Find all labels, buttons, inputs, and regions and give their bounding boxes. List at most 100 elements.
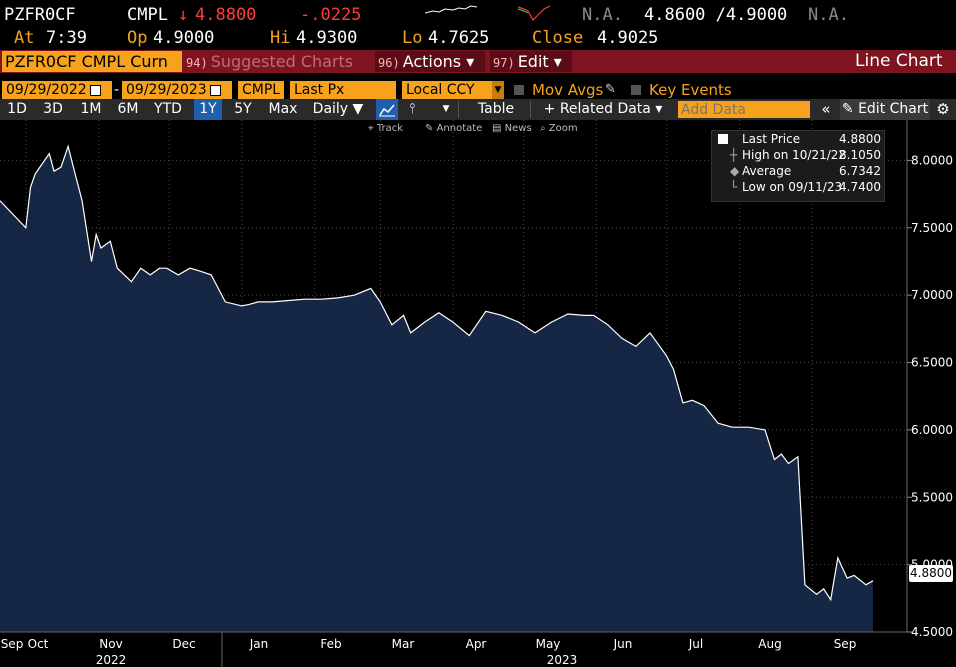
range-6m-button[interactable]: 6M (117, 101, 139, 117)
x-tick-label: Sep (834, 637, 857, 651)
range-3d-button[interactable]: 3D (43, 101, 63, 117)
end-date-field[interactable]: 09/29/2023 (122, 81, 232, 99)
actions-menu[interactable]: 96) Actions ▾ (375, 51, 485, 72)
start-date-field[interactable]: 09/29/2022 (2, 81, 112, 99)
key-events-label[interactable]: Key Events (649, 81, 732, 99)
toolbar-divider (458, 101, 459, 118)
open-label: Op (127, 28, 148, 48)
zoom-tool[interactable]: ⌕ Zoom (540, 122, 578, 136)
edit-chart-button[interactable]: ✎ Edit Chart (840, 99, 930, 120)
year-label: 2023 (547, 653, 578, 667)
chart-legend: Last Price 4.8800 ┼ High on 10/21/22 8.1… (711, 130, 885, 202)
legend-average-label: Average (742, 164, 792, 178)
track-tool[interactable]: ⌖ Track (368, 122, 403, 136)
net-change-value: -.0225 (300, 5, 362, 25)
candlestick-icon[interactable]: ⫯ (408, 101, 416, 117)
currency-text: Local CCY (406, 82, 475, 98)
last-price-tag: 4.8800 (909, 565, 953, 582)
collapse-icon[interactable]: « (821, 100, 831, 118)
y-tick-label: 7.5000 (911, 221, 953, 235)
bid-na: N.A. (582, 5, 623, 25)
high-label: Hi (270, 28, 291, 48)
legend-low-label: Low on 09/11/23 (742, 180, 843, 194)
chevron-down-icon[interactable]: ▼ (442, 104, 450, 114)
x-tick-label: Apr (466, 637, 487, 651)
news-tool[interactable]: ▤ News (492, 122, 532, 136)
gear-icon[interactable]: ⚙ (936, 100, 950, 118)
zoom-icon: ⌕ (540, 123, 546, 134)
x-tick-label: Jul (688, 637, 703, 651)
sparkline-icon (425, 5, 477, 14)
ticker-label: PZFR0CF (4, 5, 76, 25)
x-tick-label: Sep (1, 637, 24, 651)
add-data-input[interactable] (678, 101, 810, 118)
table-button[interactable]: Table (477, 101, 515, 117)
source-label: CMPL (127, 5, 168, 25)
toolbar-divider (530, 101, 531, 118)
suggested-charts-menu[interactable]: 94) Suggested Charts (186, 51, 370, 72)
legend-average-value: 6.7342 (839, 164, 881, 178)
range-max-button[interactable]: Max (268, 101, 298, 117)
line-chart-icon[interactable] (376, 99, 398, 120)
end-date-text: 09/29/2023 (126, 82, 207, 98)
price-field-select[interactable]: Last Px (290, 81, 396, 99)
close-label: Close (532, 28, 584, 48)
chevron-down-icon[interactable]: ▼ (492, 81, 504, 99)
legend-swatch-last (718, 134, 728, 144)
suggested-charts-label: Suggested Charts (210, 52, 354, 71)
source-field[interactable]: CMPL (238, 81, 284, 99)
close-value: 4.9025 (597, 28, 659, 48)
y-tick-label: 7.0000 (911, 288, 953, 302)
mov-avgs-checkbox[interactable] (514, 85, 524, 95)
annotate-tool[interactable]: ✎ Annotate (425, 122, 482, 136)
year-labels: 2022 2023 (96, 653, 578, 667)
x-tick-label: Jun (613, 637, 633, 651)
y-tick-label: 4.5000 (911, 625, 953, 639)
legend-high-value: 8.1050 (839, 148, 881, 162)
price-field-text: Last Px (294, 82, 345, 98)
high-value: 4.9300 (296, 28, 358, 48)
price-line (0, 144, 874, 602)
range-1m-button[interactable]: 1M (80, 101, 102, 117)
security-field-text: PZFR0CF CMPL Curn (5, 52, 168, 71)
pencil-icon[interactable]: ✎ (605, 82, 616, 97)
x-tick-label: Mar (392, 637, 415, 651)
high-marker-icon: ┼ (730, 148, 738, 162)
range-1y-button[interactable]: 1Y (194, 99, 222, 120)
x-tick-label: Oct (28, 637, 49, 651)
range-5y-button[interactable]: 5Y (234, 101, 252, 117)
ask-na: N.A. (808, 5, 849, 25)
calendar-icon[interactable] (209, 84, 221, 96)
x-tick-label: Feb (320, 637, 341, 651)
at-label: At (14, 28, 35, 48)
range-ytd-button[interactable]: YTD (154, 101, 182, 117)
edit-label: Edit ▾ (517, 52, 562, 71)
down-arrow-icon: ↓ (178, 5, 189, 25)
related-data-menu[interactable]: + Related Data ▾ (543, 101, 663, 117)
average-marker-icon: ◆ (730, 164, 740, 178)
currency-select[interactable]: Local CCY ▼ (402, 81, 504, 99)
mov-avgs-label[interactable]: Mov Avgs (532, 81, 604, 99)
chart-type-title: Line Chart (855, 51, 943, 71)
x-tick-label: Aug (758, 637, 781, 651)
frequency-dropdown[interactable]: Daily ▼ (312, 101, 364, 117)
x-tick-label: Nov (99, 637, 122, 651)
range-1d-button[interactable]: 1D (7, 101, 27, 117)
security-field[interactable]: PZFR0CF CMPL Curn (2, 51, 182, 72)
crosshair-icon: ⌖ (368, 123, 374, 134)
pencil-icon: ✎ (425, 123, 434, 134)
suggested-num: 94) (186, 56, 208, 70)
y-tick-label: 8.0000 (911, 153, 953, 167)
bid-ask-values: 4.8600 /4.9000 (644, 5, 788, 25)
price-chart[interactable]: 8.00007.50007.00006.50006.00005.50005.00… (0, 120, 956, 667)
low-value: 4.7625 (428, 28, 490, 48)
calendar-icon[interactable] (89, 84, 101, 96)
edit-menu[interactable]: 97) Edit ▾ (490, 51, 572, 72)
legend-high-label: High on 10/21/22 (742, 148, 847, 162)
x-tick-label: Dec (172, 637, 195, 651)
legend-last-label: Last Price (742, 132, 801, 146)
actions-num: 96) (378, 56, 400, 70)
source-field-text: CMPL (242, 82, 281, 98)
key-events-checkbox[interactable] (631, 85, 641, 95)
news-icon: ▤ (492, 123, 502, 134)
